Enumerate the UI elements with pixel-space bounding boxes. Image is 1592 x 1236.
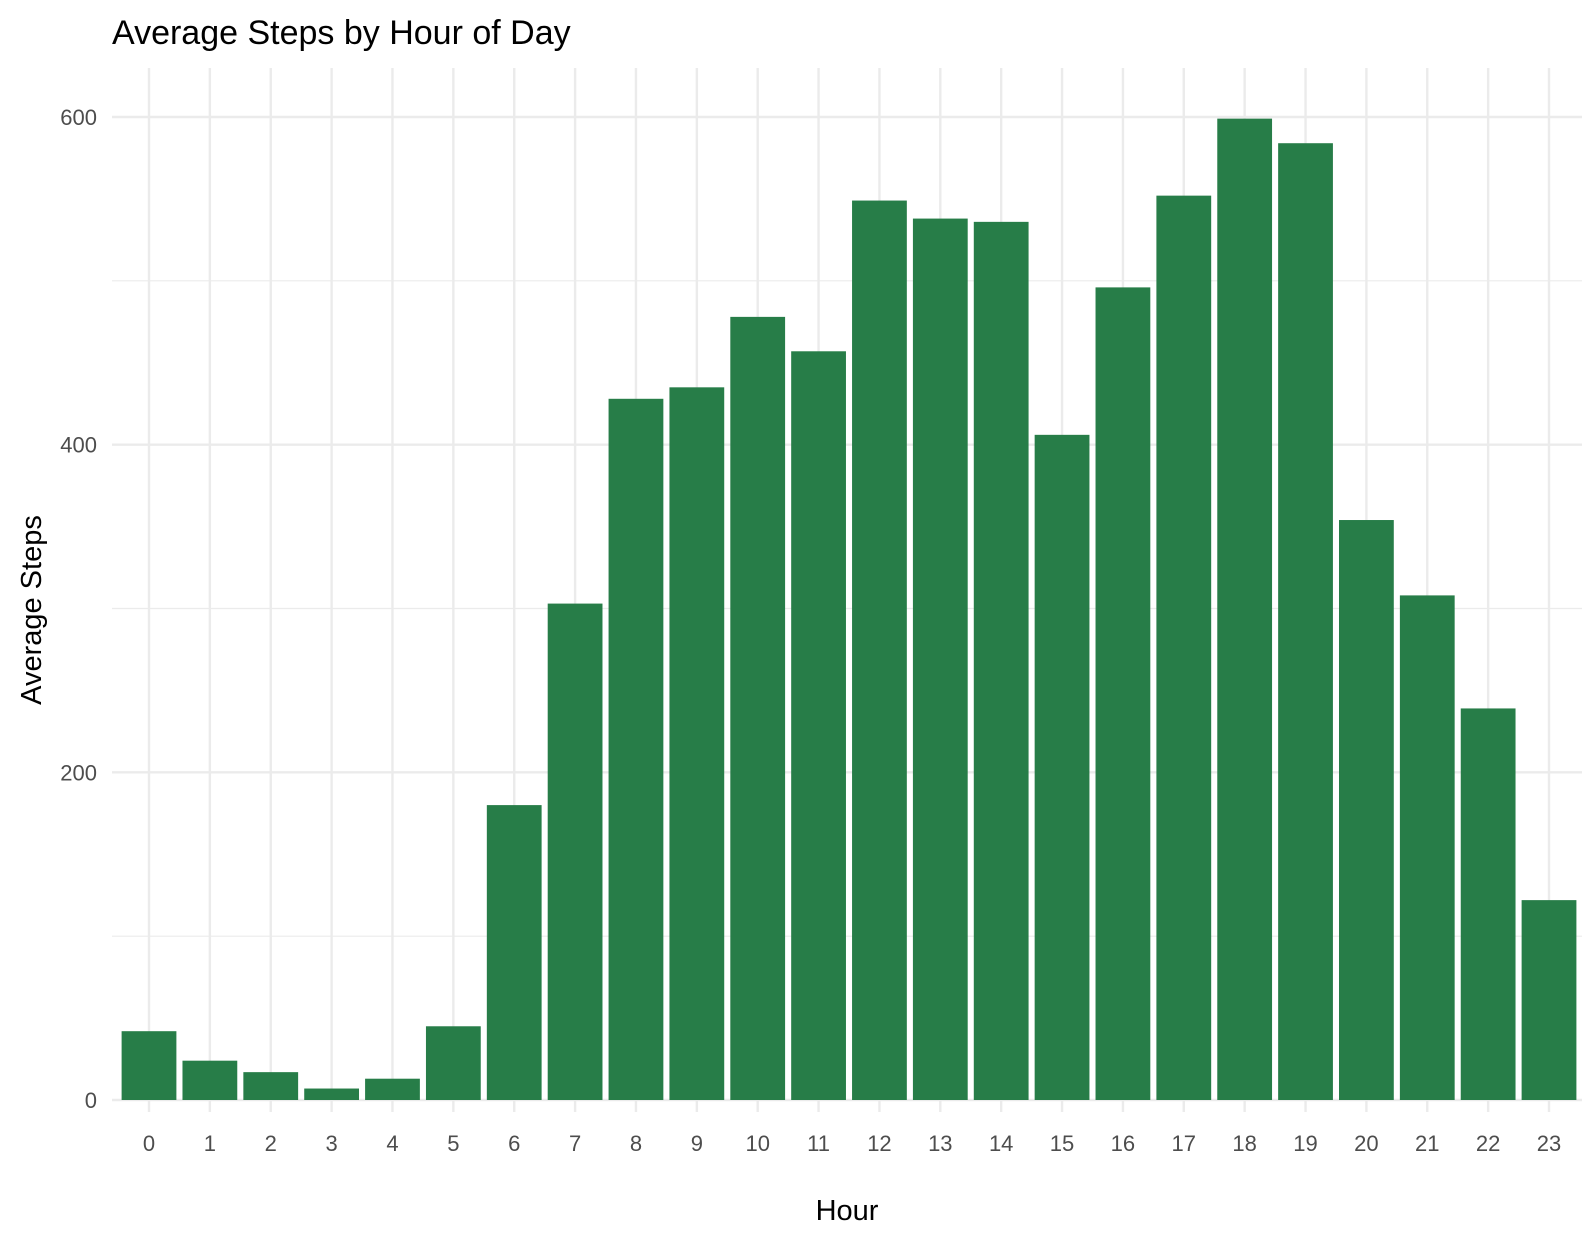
- bar-hour-21: [1399, 595, 1455, 1100]
- x-tick-label: 23: [1537, 1131, 1561, 1156]
- x-tick-label: 14: [989, 1131, 1013, 1156]
- x-tick-label: 4: [386, 1131, 398, 1156]
- x-tick-label: 0: [143, 1131, 155, 1156]
- x-tick-label: 16: [1111, 1131, 1135, 1156]
- bar-hour-17: [1156, 195, 1212, 1100]
- bar-hour-0: [121, 1031, 177, 1100]
- x-tick-label: 8: [630, 1131, 642, 1156]
- x-tick-label: 9: [691, 1131, 703, 1156]
- x-tick-label: 20: [1354, 1131, 1378, 1156]
- x-tick-label: 3: [325, 1131, 337, 1156]
- x-tick-label: 6: [508, 1131, 520, 1156]
- bar-hour-23: [1521, 900, 1577, 1100]
- y-tick-label: 200: [60, 760, 97, 785]
- y-tick-labels: 0 200 400 600: [60, 105, 97, 1113]
- x-tick-label: 12: [867, 1131, 891, 1156]
- bar-hour-7: [547, 603, 603, 1100]
- bar-hour-22: [1460, 708, 1516, 1100]
- bar-hour-16: [1095, 287, 1151, 1100]
- bar-hour-13: [912, 218, 968, 1100]
- x-tick-label: 22: [1476, 1131, 1500, 1156]
- x-tick-label: 2: [265, 1131, 277, 1156]
- bar-hour-9: [669, 387, 725, 1100]
- bar-hour-19: [1278, 143, 1333, 1101]
- x-tick-label: 1: [204, 1131, 216, 1156]
- x-tick-label: 15: [1050, 1131, 1074, 1156]
- bar-hour-1: [182, 1060, 238, 1100]
- bar-hour-3: [304, 1088, 360, 1100]
- bar-hour-15: [1034, 434, 1090, 1100]
- y-tick-label: 0: [85, 1088, 97, 1113]
- bar-hour-10: [730, 316, 786, 1100]
- bar-hour-5: [425, 1026, 481, 1100]
- bar-hour-6: [486, 805, 542, 1100]
- bar-hour-20: [1339, 520, 1394, 1100]
- y-tick-label: 400: [60, 433, 97, 458]
- chart-title: Average Steps by Hour of Day: [112, 14, 571, 52]
- bar-hour-2: [243, 1072, 299, 1100]
- x-tick-label: 19: [1293, 1131, 1317, 1156]
- x-tick-label: 13: [928, 1131, 952, 1156]
- x-tick-label: 11: [807, 1131, 830, 1156]
- y-axis-title: Average Steps: [16, 515, 48, 705]
- x-tick-labels: 0 1 2 3 4 5 6 7 8 9 10 11 12 13 14 15 16 17 18 19 20 21 22 23: [143, 1131, 1561, 1156]
- bars: [121, 118, 1577, 1101]
- x-tick-label: 21: [1415, 1131, 1439, 1156]
- x-tick-label: 17: [1172, 1131, 1196, 1156]
- bar-hour-18: [1217, 118, 1273, 1101]
- x-tick-label: 7: [569, 1131, 581, 1156]
- bar-hour-11: [791, 351, 846, 1100]
- bar-hour-8: [608, 398, 664, 1100]
- bar-hour-12: [852, 200, 907, 1100]
- bar-hour-14: [973, 221, 1029, 1100]
- x-tick-label: 18: [1232, 1131, 1256, 1156]
- bar-hour-4: [365, 1078, 420, 1100]
- x-tick-label: 5: [447, 1131, 459, 1156]
- x-tick-label: 10: [745, 1131, 769, 1156]
- y-tick-label: 600: [60, 105, 97, 130]
- x-axis-title: Hour: [816, 1195, 879, 1227]
